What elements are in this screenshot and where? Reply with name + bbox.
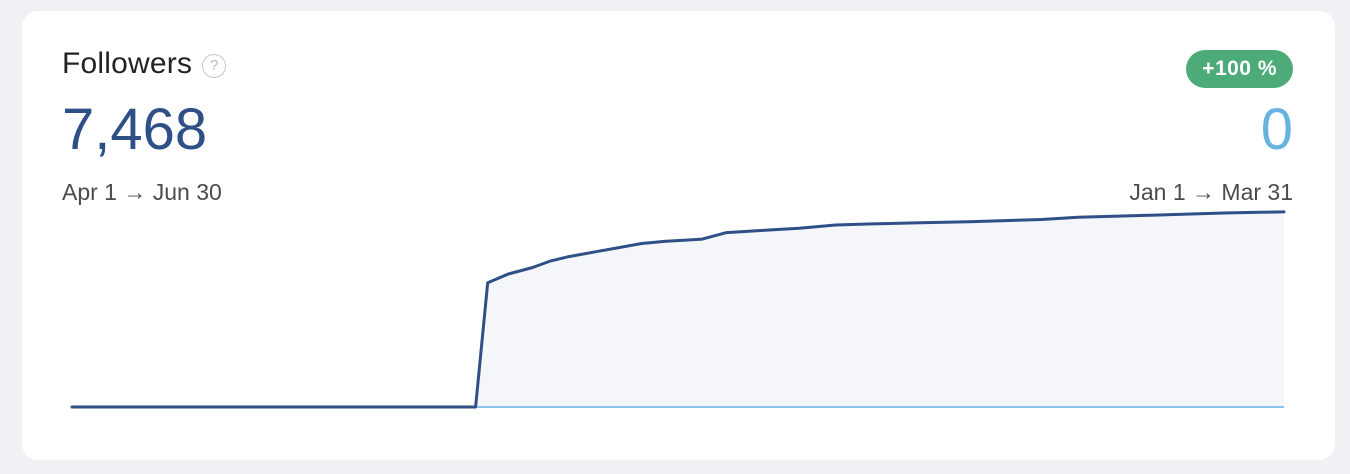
- followers-card: Followers ? +100 % 7,468 0 Apr 1 → Jun 3…: [22, 11, 1335, 460]
- current-period-area: [72, 211, 1284, 407]
- current-date-range: Apr 1 → Jun 30: [62, 179, 222, 205]
- current-value: 7,468: [62, 97, 208, 162]
- previous-date-range: Jan 1 → Mar 31: [1129, 179, 1293, 205]
- question-circle-icon[interactable]: ?: [202, 53, 227, 78]
- current-period-line: [70, 210, 1286, 409]
- previous-value: 0: [1260, 97, 1293, 162]
- title-row: Followers ?: [62, 47, 227, 81]
- card-title: Followers: [62, 47, 193, 80]
- change-badge: +100 %: [1186, 50, 1293, 88]
